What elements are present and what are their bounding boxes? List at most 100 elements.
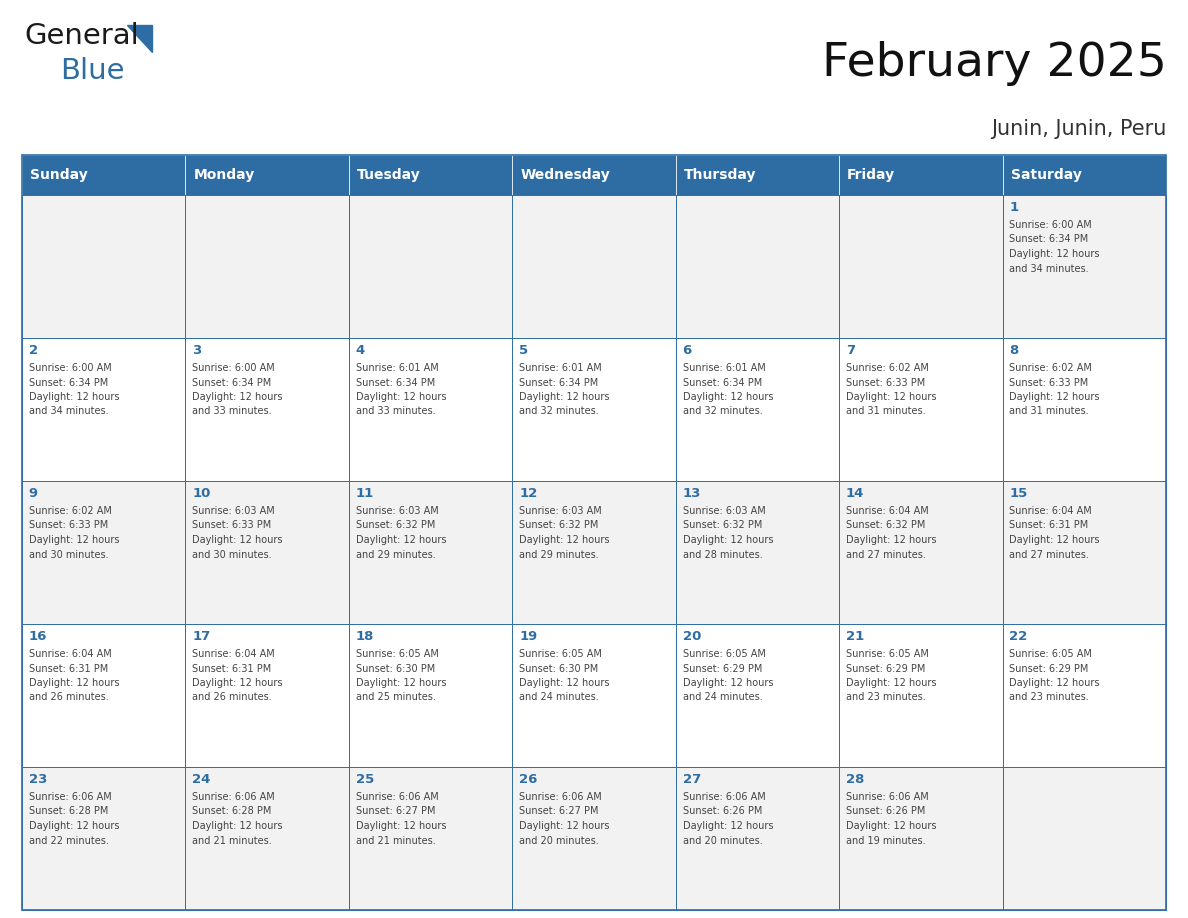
Text: Daylight: 12 hours: Daylight: 12 hours — [683, 678, 773, 688]
Text: Sunrise: 6:05 AM: Sunrise: 6:05 AM — [846, 649, 929, 659]
Text: and 29 minutes.: and 29 minutes. — [519, 550, 599, 559]
Text: Sunset: 6:34 PM: Sunset: 6:34 PM — [192, 377, 272, 387]
Bar — [185, 338, 349, 481]
Text: February 2025: February 2025 — [822, 41, 1167, 86]
Bar — [676, 338, 839, 481]
Bar — [676, 155, 839, 195]
Text: Sunset: 6:32 PM: Sunset: 6:32 PM — [683, 521, 762, 531]
Bar — [676, 481, 839, 624]
Text: Sunrise: 6:03 AM: Sunrise: 6:03 AM — [519, 506, 602, 516]
Text: Sunrise: 6:05 AM: Sunrise: 6:05 AM — [683, 649, 765, 659]
Text: 7: 7 — [846, 344, 855, 357]
Text: Sunset: 6:29 PM: Sunset: 6:29 PM — [683, 664, 762, 674]
Text: Daylight: 12 hours: Daylight: 12 hours — [355, 535, 447, 545]
Text: 16: 16 — [29, 630, 48, 643]
Text: Sunrise: 6:05 AM: Sunrise: 6:05 AM — [519, 649, 602, 659]
Text: Monday: Monday — [194, 168, 254, 182]
Text: and 33 minutes.: and 33 minutes. — [355, 407, 435, 417]
Bar — [839, 338, 1003, 481]
Text: 24: 24 — [192, 773, 210, 786]
Text: Sunset: 6:33 PM: Sunset: 6:33 PM — [1010, 377, 1088, 387]
Text: Daylight: 12 hours: Daylight: 12 hours — [846, 392, 936, 402]
Bar — [23, 481, 185, 624]
Bar — [676, 195, 839, 338]
Text: Daylight: 12 hours: Daylight: 12 hours — [519, 392, 609, 402]
Text: Daylight: 12 hours: Daylight: 12 hours — [192, 392, 283, 402]
Text: Sunrise: 6:05 AM: Sunrise: 6:05 AM — [1010, 649, 1092, 659]
Text: Sunset: 6:28 PM: Sunset: 6:28 PM — [192, 807, 272, 816]
Text: Sunset: 6:26 PM: Sunset: 6:26 PM — [683, 807, 762, 816]
Bar — [512, 195, 676, 338]
Text: 6: 6 — [683, 344, 691, 357]
Bar — [512, 624, 676, 767]
Text: Sunrise: 6:03 AM: Sunrise: 6:03 AM — [683, 506, 765, 516]
Bar — [23, 624, 185, 767]
Text: and 21 minutes.: and 21 minutes. — [192, 835, 272, 845]
Text: Daylight: 12 hours: Daylight: 12 hours — [683, 821, 773, 831]
Bar — [676, 624, 839, 767]
Text: 23: 23 — [29, 773, 48, 786]
Text: Daylight: 12 hours: Daylight: 12 hours — [1010, 678, 1100, 688]
Text: Sunrise: 6:04 AM: Sunrise: 6:04 AM — [192, 649, 276, 659]
Text: Sunrise: 6:00 AM: Sunrise: 6:00 AM — [29, 363, 112, 373]
Text: 19: 19 — [519, 630, 537, 643]
Text: Daylight: 12 hours: Daylight: 12 hours — [519, 821, 609, 831]
Text: Daylight: 12 hours: Daylight: 12 hours — [355, 821, 447, 831]
Text: and 34 minutes.: and 34 minutes. — [1010, 263, 1089, 274]
Text: Daylight: 12 hours: Daylight: 12 hours — [1010, 535, 1100, 545]
Bar — [349, 338, 512, 481]
Text: Daylight: 12 hours: Daylight: 12 hours — [519, 535, 609, 545]
Text: Daylight: 12 hours: Daylight: 12 hours — [192, 535, 283, 545]
Text: Sunrise: 6:06 AM: Sunrise: 6:06 AM — [192, 792, 276, 802]
Text: Sunrise: 6:04 AM: Sunrise: 6:04 AM — [29, 649, 112, 659]
Bar — [349, 155, 512, 195]
Text: Sunset: 6:34 PM: Sunset: 6:34 PM — [355, 377, 435, 387]
Text: Sunrise: 6:02 AM: Sunrise: 6:02 AM — [29, 506, 112, 516]
Text: Sunset: 6:34 PM: Sunset: 6:34 PM — [29, 377, 108, 387]
Bar — [839, 481, 1003, 624]
Bar — [676, 767, 839, 910]
Text: Sunset: 6:27 PM: Sunset: 6:27 PM — [519, 807, 599, 816]
Text: 9: 9 — [29, 487, 38, 500]
Text: 15: 15 — [1010, 487, 1028, 500]
Text: Sunset: 6:31 PM: Sunset: 6:31 PM — [29, 664, 108, 674]
Text: Sunset: 6:26 PM: Sunset: 6:26 PM — [846, 807, 925, 816]
Text: and 27 minutes.: and 27 minutes. — [1010, 550, 1089, 559]
Text: Sunset: 6:32 PM: Sunset: 6:32 PM — [846, 521, 925, 531]
Text: Daylight: 12 hours: Daylight: 12 hours — [29, 678, 119, 688]
Text: Daylight: 12 hours: Daylight: 12 hours — [29, 821, 119, 831]
Text: Sunrise: 6:02 AM: Sunrise: 6:02 AM — [846, 363, 929, 373]
Text: 11: 11 — [355, 487, 374, 500]
Bar — [512, 155, 676, 195]
Text: Sunset: 6:34 PM: Sunset: 6:34 PM — [1010, 234, 1088, 244]
Text: 28: 28 — [846, 773, 865, 786]
Text: and 31 minutes.: and 31 minutes. — [846, 407, 925, 417]
Polygon shape — [127, 25, 152, 52]
Bar — [839, 155, 1003, 195]
Text: Daylight: 12 hours: Daylight: 12 hours — [355, 678, 447, 688]
Text: Daylight: 12 hours: Daylight: 12 hours — [1010, 392, 1100, 402]
Text: Sunset: 6:30 PM: Sunset: 6:30 PM — [519, 664, 599, 674]
Text: 22: 22 — [1010, 630, 1028, 643]
Text: Sunset: 6:33 PM: Sunset: 6:33 PM — [846, 377, 925, 387]
Text: and 29 minutes.: and 29 minutes. — [355, 550, 436, 559]
Bar — [23, 195, 185, 338]
Bar — [349, 624, 512, 767]
Text: and 30 minutes.: and 30 minutes. — [192, 550, 272, 559]
Text: Friday: Friday — [847, 168, 896, 182]
Text: Daylight: 12 hours: Daylight: 12 hours — [683, 392, 773, 402]
Text: Sunrise: 6:06 AM: Sunrise: 6:06 AM — [519, 792, 602, 802]
Text: Daylight: 12 hours: Daylight: 12 hours — [846, 535, 936, 545]
Bar — [185, 767, 349, 910]
Text: and 21 minutes.: and 21 minutes. — [355, 835, 436, 845]
Bar — [23, 155, 185, 195]
Text: Daylight: 12 hours: Daylight: 12 hours — [683, 535, 773, 545]
Text: 3: 3 — [192, 344, 202, 357]
Text: Daylight: 12 hours: Daylight: 12 hours — [192, 821, 283, 831]
Bar — [185, 195, 349, 338]
Text: and 33 minutes.: and 33 minutes. — [192, 407, 272, 417]
Bar — [839, 767, 1003, 910]
Text: Sunrise: 6:04 AM: Sunrise: 6:04 AM — [1010, 506, 1092, 516]
Text: Sunrise: 6:06 AM: Sunrise: 6:06 AM — [846, 792, 929, 802]
Text: and 20 minutes.: and 20 minutes. — [519, 835, 599, 845]
